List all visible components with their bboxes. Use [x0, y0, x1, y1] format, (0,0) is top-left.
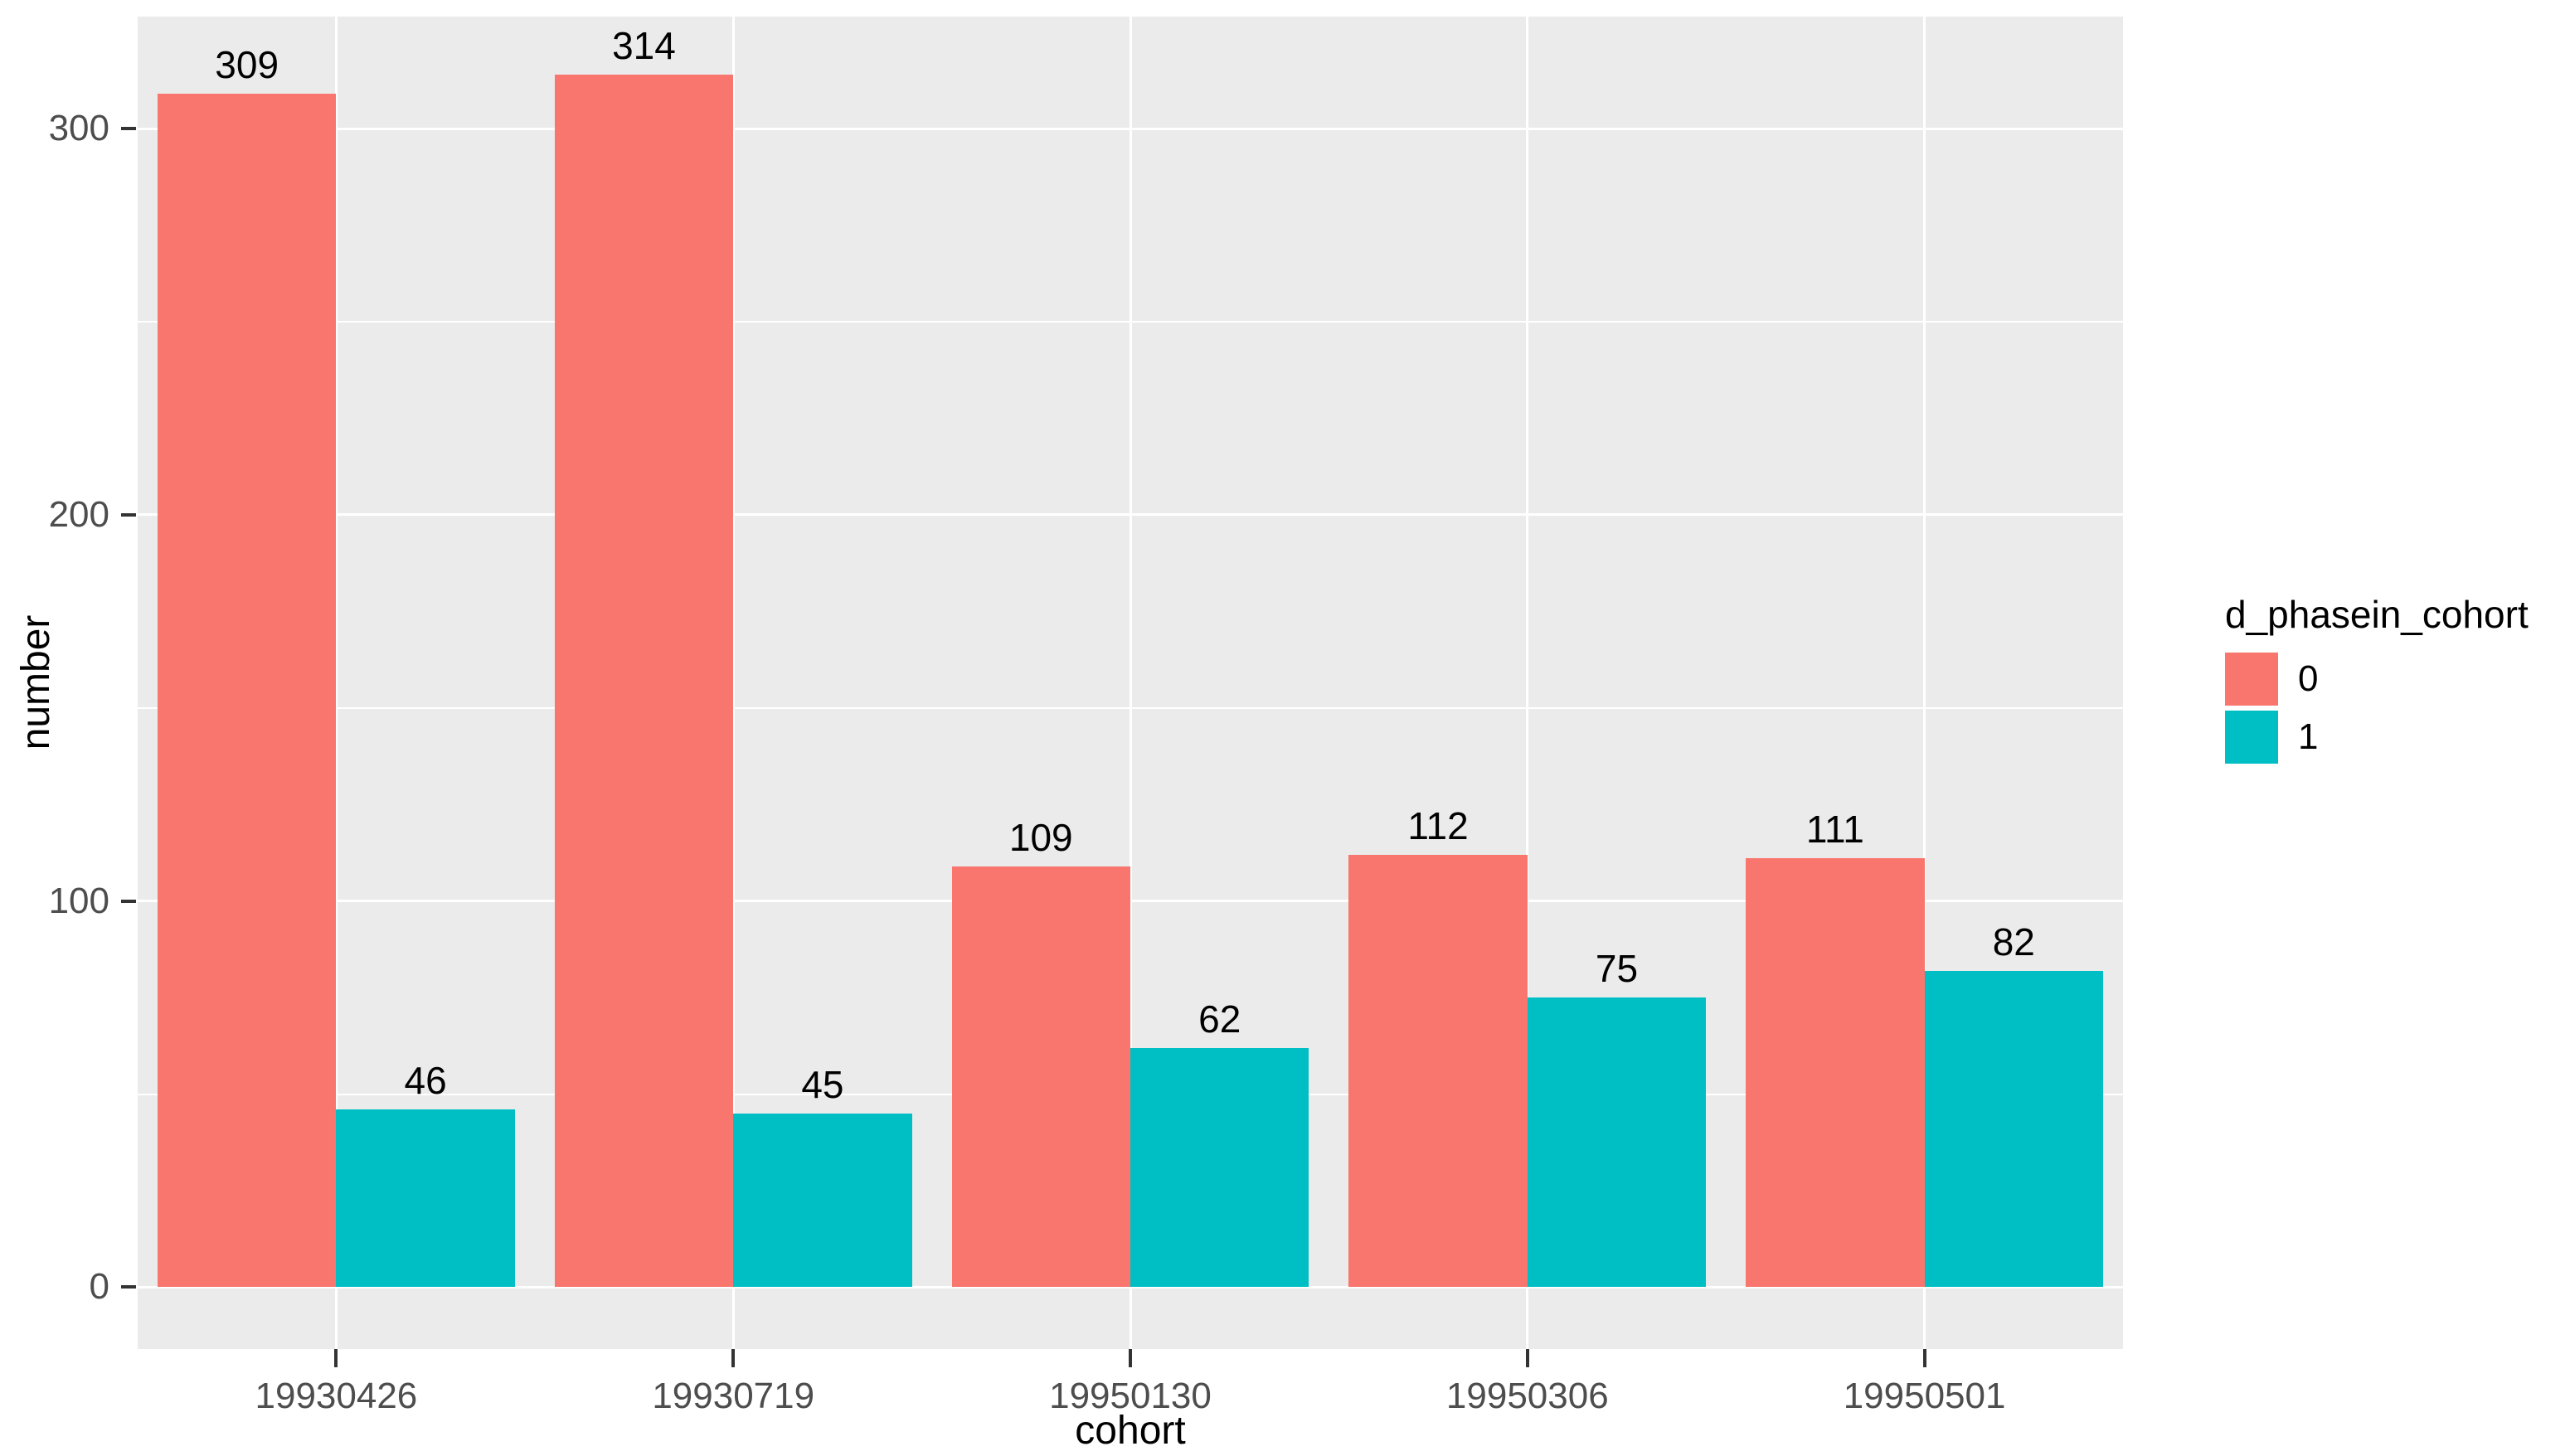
y-tick-label: 300 — [48, 108, 109, 149]
bar-series-0 — [554, 74, 734, 1288]
bar-series-0 — [951, 866, 1130, 1288]
y-tick-mark — [121, 512, 136, 517]
bar-series-0 — [1746, 858, 1925, 1288]
bar-value-label: 112 — [1407, 803, 1469, 847]
bar-value-label: 45 — [801, 1062, 844, 1106]
category-slot: 109 62 — [932, 17, 1329, 1349]
x-tick-label: 19930719 — [652, 1376, 815, 1416]
bar-series-1 — [1924, 970, 2104, 1288]
bar-value-label: 46 — [404, 1059, 447, 1103]
category-slot: 314 45 — [535, 17, 932, 1349]
x-tick-label: 19950501 — [1843, 1376, 2006, 1416]
y-tick-label: 200 — [48, 493, 109, 535]
y-tick-label: 100 — [48, 880, 109, 921]
y-tick-mark — [121, 1285, 136, 1289]
legend-item-label: 0 — [2298, 658, 2319, 699]
bar-value-label: 111 — [1805, 808, 1864, 852]
x-tick-mark — [334, 1349, 338, 1367]
plot-panel: 309 46 314 45 109 62 112 75 111 82 — [138, 17, 2123, 1349]
x-tick-label: 19930426 — [255, 1376, 418, 1416]
legend-title: d_phasein_cohort — [2225, 593, 2529, 636]
bar-series-0 — [157, 94, 337, 1288]
bar-value-label: 314 — [612, 23, 676, 67]
bar-series-1 — [1527, 997, 1707, 1288]
x-tick-mark — [1922, 1349, 1926, 1367]
x-tick-label: 19950130 — [1049, 1376, 1212, 1416]
y-tick-label: 0 — [89, 1266, 109, 1308]
y-tick-mark — [121, 899, 136, 903]
category-gridline — [1526, 17, 1529, 1349]
x-tick-mark — [1129, 1349, 1132, 1367]
bar-series-1 — [1130, 1047, 1309, 1288]
x-axis-title: cohort — [1075, 1409, 1186, 1453]
bar-value-label: 82 — [1992, 920, 2035, 963]
category-gridline — [1129, 17, 1132, 1349]
bar-value-label: 309 — [215, 43, 279, 87]
bar-series-0 — [1348, 854, 1528, 1288]
legend-item: 0 — [2225, 652, 2529, 706]
bar-value-label: 75 — [1595, 947, 1639, 991]
y-tick-mark — [121, 127, 136, 131]
category-slot: 309 46 — [138, 17, 535, 1349]
bar-series-1 — [336, 1109, 515, 1288]
bar-series-1 — [733, 1113, 912, 1288]
category-gridline — [731, 17, 735, 1349]
legend-item-label: 1 — [2298, 716, 2319, 757]
category-gridline — [1923, 17, 1926, 1349]
category-slot: 111 82 — [1726, 17, 2123, 1349]
legend-key-swatch — [2225, 652, 2278, 706]
x-tick-label: 19950306 — [1445, 1376, 1609, 1416]
x-tick-mark — [731, 1349, 736, 1367]
x-tick-mark — [1525, 1349, 1529, 1367]
bar-value-label: 109 — [1008, 815, 1073, 859]
legend-key-swatch — [2225, 710, 2278, 764]
category-slot: 112 75 — [1329, 17, 1726, 1349]
legend-item: 1 — [2225, 710, 2529, 764]
bar-value-label: 62 — [1198, 997, 1241, 1041]
y-axis-title: number — [14, 614, 58, 750]
category-gridline — [334, 17, 338, 1349]
